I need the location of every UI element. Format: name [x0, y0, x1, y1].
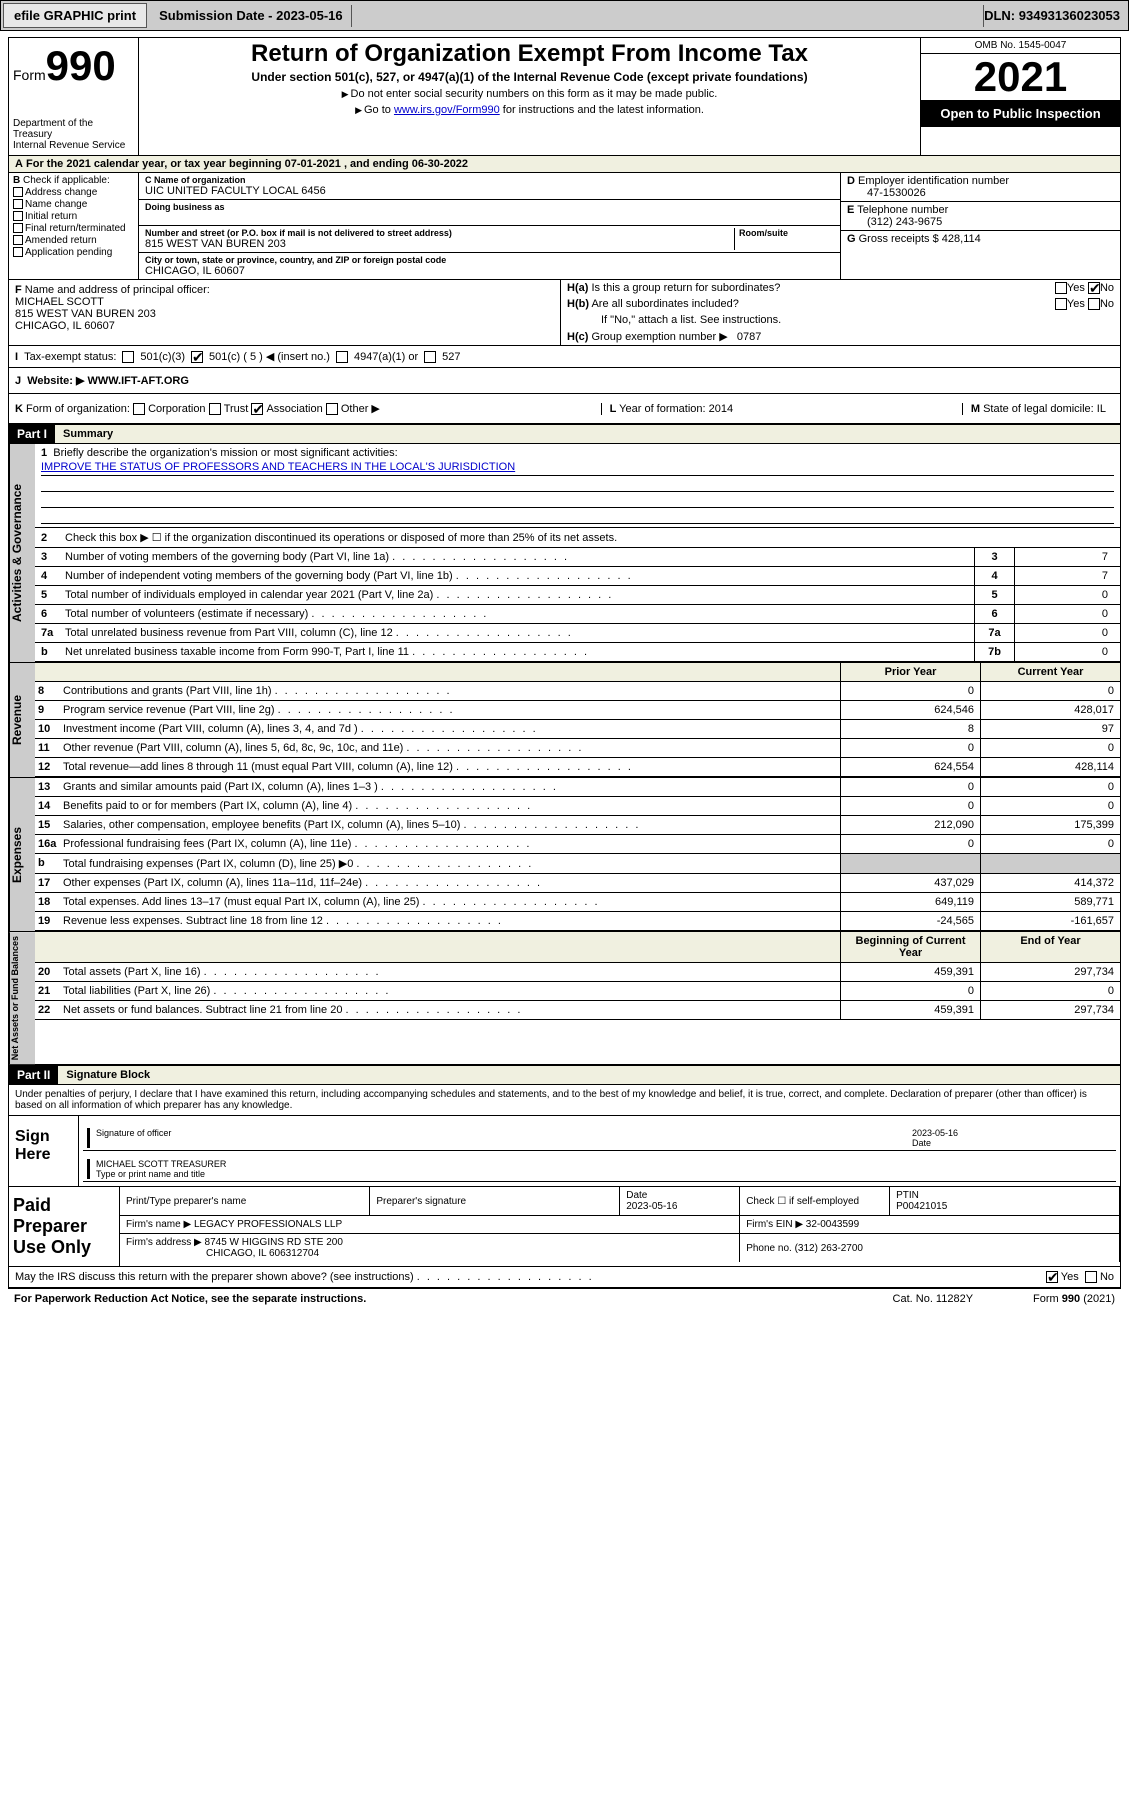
- section-c: C Name of organizationUIC UNITED FACULTY…: [139, 173, 840, 279]
- fin-row: 10Investment income (Part VIII, column (…: [35, 720, 1120, 739]
- year-box: OMB No. 1545-0047 2021 Open to Public In…: [920, 38, 1120, 155]
- form-id-box: Form990 Department of the Treasury Inter…: [9, 38, 139, 155]
- toolbar: efile GRAPHIC print Submission Date - 20…: [0, 0, 1129, 31]
- fin-row: 15Salaries, other compensation, employee…: [35, 816, 1120, 835]
- line-2: 2Check this box ▶ ☐ if the organization …: [35, 528, 1120, 548]
- sign-here-label: Sign Here: [9, 1116, 79, 1186]
- page-footer: For Paperwork Reduction Act Notice, see …: [8, 1288, 1121, 1309]
- section-d: D Employer identification number47-15300…: [840, 173, 1120, 279]
- irs-link[interactable]: www.irs.gov/Form990: [394, 104, 500, 116]
- fin-row: 21Total liabilities (Part X, line 26) 00: [35, 982, 1120, 1001]
- gov-row: 5Total number of individuals employed in…: [35, 586, 1120, 605]
- preparer-table: Print/Type preparer's namePreparer's sig…: [119, 1187, 1120, 1266]
- side-governance: Activities & Governance: [9, 444, 35, 662]
- part1-header: Part I Summary: [8, 424, 1121, 444]
- fin-row: 17Other expenses (Part IX, column (A), l…: [35, 874, 1120, 893]
- gov-row: 7aTotal unrelated business revenue from …: [35, 624, 1120, 643]
- fin-row: 13Grants and similar amounts paid (Part …: [35, 778, 1120, 797]
- section-b: B Check if applicable: Address change Na…: [9, 173, 139, 279]
- paid-preparer-label: Paid Preparer Use Only: [9, 1187, 119, 1266]
- fin-row: 18Total expenses. Add lines 13–17 (must …: [35, 893, 1120, 912]
- row-a-tax-year: A For the 2021 calendar year, or tax yea…: [8, 156, 1121, 173]
- discuss-line: May the IRS discuss this return with the…: [9, 1266, 1120, 1287]
- declaration: Under penalties of perjury, I declare th…: [9, 1085, 1120, 1115]
- section-j: J Website: ▶ WWW.IFT-AFT.ORG: [8, 368, 1121, 394]
- efile-print-button[interactable]: efile GRAPHIC print: [3, 3, 147, 28]
- gov-row: 6Total number of volunteers (estimate if…: [35, 605, 1120, 624]
- form-title-box: Return of Organization Exempt From Incom…: [139, 38, 920, 155]
- section-i: I Tax-exempt status: 501(c)(3) 501(c) ( …: [8, 346, 1121, 368]
- side-expenses: Expenses: [9, 778, 35, 931]
- fin-row: 12Total revenue—add lines 8 through 11 (…: [35, 758, 1120, 777]
- fin-row: 9Program service revenue (Part VIII, lin…: [35, 701, 1120, 720]
- side-revenue: Revenue: [9, 663, 35, 777]
- fin-row: 19Revenue less expenses. Subtract line 1…: [35, 912, 1120, 931]
- fin-row: 22Net assets or fund balances. Subtract …: [35, 1001, 1120, 1020]
- submission-date: Submission Date - 2023-05-16: [151, 8, 351, 23]
- line-1: 1 Briefly describe the organization's mi…: [35, 444, 1120, 528]
- section-h: H(a) Is this a group return for subordin…: [560, 280, 1120, 345]
- part2-header: Part II Signature Block: [8, 1065, 1121, 1085]
- fin-row: 8Contributions and grants (Part VIII, li…: [35, 682, 1120, 701]
- side-net-assets: Net Assets or Fund Balances: [9, 932, 35, 1064]
- fin-row: 16aProfessional fundraising fees (Part I…: [35, 835, 1120, 854]
- section-k: K Form of organization: Corporation Trus…: [8, 394, 1121, 424]
- form-title: Return of Organization Exempt From Incom…: [147, 40, 912, 68]
- gov-row: 3Number of voting members of the governi…: [35, 548, 1120, 567]
- fin-row: bTotal fundraising expenses (Part IX, co…: [35, 854, 1120, 874]
- section-f: F Name and address of principal officer:…: [9, 280, 560, 345]
- gov-row: 4Number of independent voting members of…: [35, 567, 1120, 586]
- dln: DLN: 93493136023053: [984, 8, 1126, 23]
- gov-row: bNet unrelated business taxable income f…: [35, 643, 1120, 662]
- fin-row: 11Other revenue (Part VIII, column (A), …: [35, 739, 1120, 758]
- fin-row: 20Total assets (Part X, line 16) 459,391…: [35, 963, 1120, 982]
- fin-row: 14Benefits paid to or for members (Part …: [35, 797, 1120, 816]
